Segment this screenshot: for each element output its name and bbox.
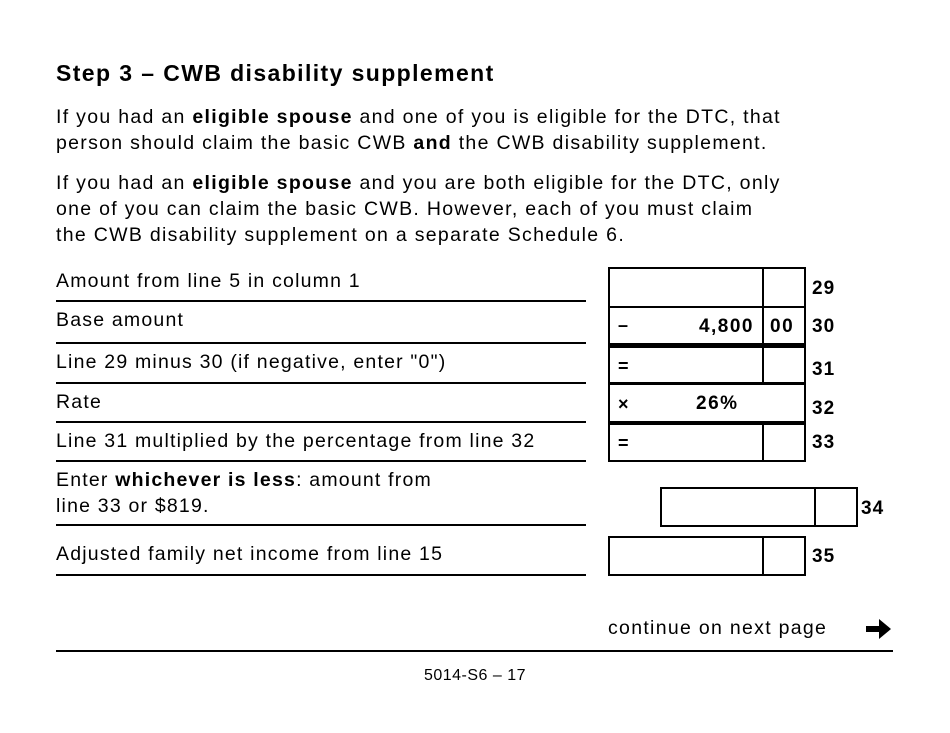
line-34-input[interactable] — [660, 487, 858, 527]
line-number: 33 — [812, 432, 836, 453]
line-34-label: Enter whichever is less: amount from line… — [56, 469, 432, 517]
minus-sign: – — [618, 315, 629, 335]
paragraph-1: If you had an eligible spouse and one of… — [56, 106, 781, 154]
divider — [56, 300, 586, 302]
line-number: 30 — [812, 316, 836, 337]
line-33-label: Line 31 multiplied by the percentage fro… — [56, 430, 536, 452]
base-amount-dollars: 4,800 — [698, 316, 754, 337]
arrow-right-icon — [866, 619, 891, 639]
divider — [56, 342, 586, 344]
line-29-label: Amount from line 5 in column 1 — [56, 270, 361, 292]
times-sign: × — [618, 394, 629, 414]
line-32-field: × 26% — [608, 383, 806, 423]
line-30-label: Base amount — [56, 309, 185, 331]
divider — [56, 382, 586, 384]
line-35-input[interactable] — [608, 536, 806, 576]
equals-sign: = — [618, 433, 629, 453]
base-amount-cents: 00 — [770, 316, 795, 337]
line-35-label: Adjusted family net income from line 15 — [56, 543, 444, 565]
divider — [56, 421, 586, 423]
line-33-input[interactable]: = — [608, 422, 806, 462]
line-number: 29 — [812, 278, 836, 299]
line-number: 34 — [861, 498, 885, 519]
page-title: Step 3 – CWB disability supplement — [56, 60, 495, 86]
line-number: 31 — [812, 359, 836, 380]
line-31-label: Line 29 minus 30 (if negative, enter "0"… — [56, 351, 447, 373]
line-31-input[interactable]: = — [608, 345, 806, 384]
footer-divider — [56, 650, 893, 652]
paragraph-2: If you had an eligible spouse and you ar… — [56, 172, 781, 246]
rate-value: 26% — [696, 393, 739, 414]
divider — [56, 574, 586, 576]
line-32-label: Rate — [56, 391, 102, 413]
line-number: 35 — [812, 546, 836, 567]
divider — [56, 460, 586, 462]
line-29-input[interactable] — [608, 267, 806, 308]
page-number: 5014-S6 – 17 — [423, 667, 527, 684]
line-30-field: – 4,800 00 — [608, 306, 806, 345]
continue-note: continue on next page — [608, 617, 828, 639]
equals-sign: = — [618, 356, 629, 376]
divider — [56, 524, 586, 526]
line-number: 32 — [812, 398, 836, 419]
